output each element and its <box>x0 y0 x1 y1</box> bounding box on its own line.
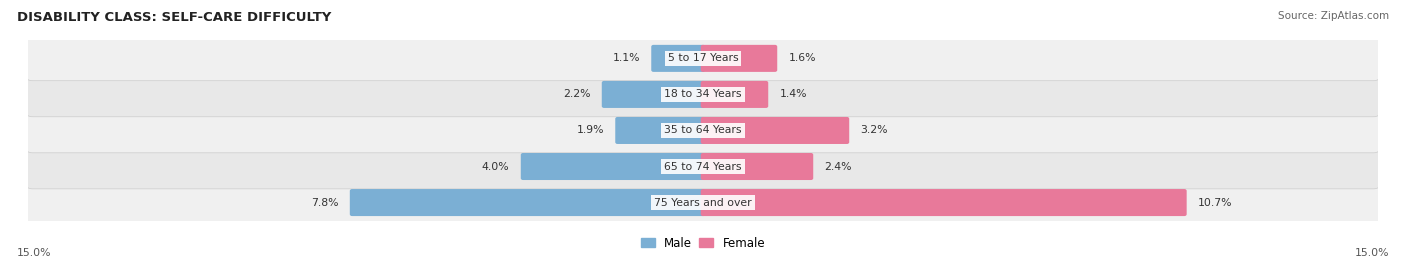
Text: 1.4%: 1.4% <box>779 89 807 100</box>
FancyBboxPatch shape <box>700 153 813 180</box>
FancyBboxPatch shape <box>25 108 1381 153</box>
Text: DISABILITY CLASS: SELF-CARE DIFFICULTY: DISABILITY CLASS: SELF-CARE DIFFICULTY <box>17 11 332 24</box>
FancyBboxPatch shape <box>25 180 1381 225</box>
Text: 4.0%: 4.0% <box>482 161 509 172</box>
Text: 5 to 17 Years: 5 to 17 Years <box>668 53 738 63</box>
Text: 75 Years and over: 75 Years and over <box>654 197 752 208</box>
FancyBboxPatch shape <box>616 117 706 144</box>
Text: Source: ZipAtlas.com: Source: ZipAtlas.com <box>1278 11 1389 21</box>
FancyBboxPatch shape <box>350 189 706 216</box>
FancyBboxPatch shape <box>602 81 706 108</box>
Text: 1.1%: 1.1% <box>613 53 640 63</box>
Text: 15.0%: 15.0% <box>17 248 52 258</box>
Text: 15.0%: 15.0% <box>1354 248 1389 258</box>
Text: 7.8%: 7.8% <box>311 197 339 208</box>
Text: 2.2%: 2.2% <box>562 89 591 100</box>
FancyBboxPatch shape <box>700 189 1187 216</box>
Text: 2.4%: 2.4% <box>824 161 852 172</box>
Text: 10.7%: 10.7% <box>1198 197 1233 208</box>
FancyBboxPatch shape <box>700 45 778 72</box>
FancyBboxPatch shape <box>651 45 706 72</box>
FancyBboxPatch shape <box>520 153 706 180</box>
FancyBboxPatch shape <box>700 117 849 144</box>
Text: 65 to 74 Years: 65 to 74 Years <box>664 161 742 172</box>
Text: 1.6%: 1.6% <box>789 53 815 63</box>
Text: 3.2%: 3.2% <box>860 125 889 136</box>
FancyBboxPatch shape <box>25 144 1381 189</box>
FancyBboxPatch shape <box>25 72 1381 117</box>
FancyBboxPatch shape <box>25 36 1381 81</box>
Text: 18 to 34 Years: 18 to 34 Years <box>664 89 742 100</box>
Text: 1.9%: 1.9% <box>576 125 605 136</box>
Legend: Male, Female: Male, Female <box>636 232 770 254</box>
Text: 35 to 64 Years: 35 to 64 Years <box>664 125 742 136</box>
FancyBboxPatch shape <box>700 81 768 108</box>
